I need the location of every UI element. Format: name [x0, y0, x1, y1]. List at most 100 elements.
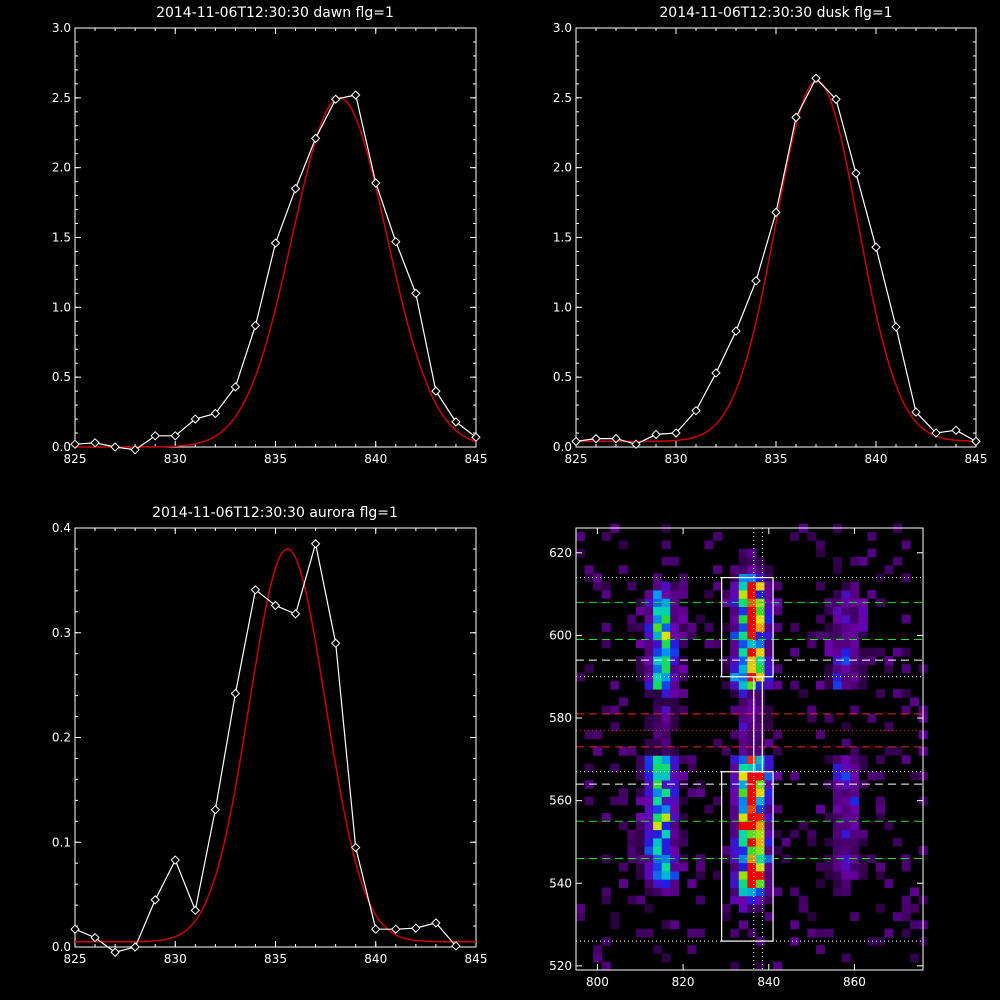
y-tick-label: 1.0 [553, 300, 572, 314]
heatmap-cell [841, 664, 851, 674]
heatmap-cell [858, 647, 868, 657]
heatmap-cell [644, 590, 654, 599]
heatmap-cell [875, 813, 885, 822]
heatmap-cell [850, 870, 860, 880]
heatmap-cell [670, 837, 680, 847]
heatmap-cell [644, 664, 654, 674]
heatmap-cell [738, 821, 748, 831]
heatmap-cell [841, 821, 851, 831]
heatmap-cell [901, 664, 911, 674]
heatmap-cell [901, 862, 911, 872]
dusk-title: 2014-11-06T12:30:30 dusk flg=1 [659, 5, 892, 21]
y-tick-label: 0.3 [52, 626, 71, 640]
data-point [771, 207, 781, 218]
heatmap-cell [841, 680, 851, 690]
fit-curve [75, 97, 477, 448]
heatmap-cell [747, 689, 757, 698]
heatmap-cell [730, 862, 740, 872]
heatmap-cell [755, 713, 765, 723]
data-point [290, 183, 301, 194]
heatmap-cell [670, 614, 680, 624]
heatmap-cell [721, 846, 731, 855]
heatmap-cell [833, 862, 843, 872]
heatmap-cell [704, 639, 714, 649]
heatmap-cell [901, 755, 911, 764]
heatmap-cell [807, 912, 817, 921]
heatmap-cell [824, 672, 834, 682]
heatmap-cell [858, 680, 868, 690]
heatmap-cell [850, 813, 860, 822]
heatmap-cell [875, 647, 885, 657]
heatmap-cell [841, 623, 851, 632]
heatmap-cell [833, 590, 843, 599]
data-point [611, 433, 621, 444]
heatmap-cell [636, 755, 646, 764]
heatmap-cell [747, 647, 757, 657]
heatmap-cell [755, 631, 765, 641]
heatmap-cell [790, 920, 800, 930]
heatmap-cell [644, 722, 654, 731]
heatmap-cell [833, 796, 843, 806]
heatmap-cell [738, 689, 748, 698]
heatmap-cell [850, 631, 860, 641]
heatmap-cell [841, 887, 851, 897]
heatmap-cell [601, 937, 611, 946]
heatmap-cell [747, 879, 757, 888]
heatmap-cell [678, 796, 688, 806]
heatmap-cell [610, 912, 620, 921]
heatmap-cell [781, 837, 791, 847]
heatmap-cell [833, 556, 843, 566]
heatmap-cell [747, 639, 757, 649]
heatmap-cell [644, 689, 654, 698]
heatmap-cell [738, 920, 748, 930]
data-point [971, 436, 981, 447]
heatmap-cell [738, 738, 748, 748]
heatmap-cell [661, 788, 671, 797]
heatmap-cell [850, 746, 860, 756]
y-tick-label: 560 [549, 794, 572, 808]
heatmap-cell [841, 738, 851, 748]
heatmap-cell [738, 639, 748, 649]
heatmap-cell [773, 623, 783, 632]
heatmap-cell [841, 796, 851, 806]
heatmap-cell [704, 804, 714, 814]
heatmap-cell [661, 639, 671, 649]
heatmap-cell [833, 879, 843, 888]
heatmap-cell [644, 870, 654, 880]
heatmap-cell [601, 887, 611, 897]
heatmap-cell [773, 961, 783, 971]
heatmap-cell [636, 813, 646, 822]
heatmap-cell [653, 771, 663, 781]
data-point [190, 905, 201, 916]
heatmap-cell [738, 664, 748, 674]
heatmap-cell [738, 903, 748, 913]
heatmap-cell [807, 829, 817, 839]
dawn-panel: 2014-11-06T12:30:30 dawn flg=1 825 830 835… [52, 5, 488, 466]
heatmap-cell [627, 895, 637, 905]
heatmap-cell [747, 614, 757, 624]
heatmap-cell [661, 771, 671, 781]
heatmap-cell [747, 903, 757, 913]
data-point [891, 322, 901, 332]
data-point [170, 431, 180, 441]
heatmap-cell [850, 829, 860, 839]
heatmap-cell [755, 590, 765, 599]
heatmap-cell [627, 746, 637, 756]
heatmap-cell [661, 796, 671, 806]
heatmap-cell [850, 664, 860, 674]
heatmap-cell [653, 606, 663, 616]
heatmap-cell [670, 713, 680, 723]
heatmap-cell [867, 590, 877, 599]
heatmap-cell [601, 895, 611, 905]
heatmap-cell [636, 763, 646, 773]
heatmap-cell [678, 689, 688, 698]
heatmap-cell [687, 763, 697, 773]
observed-line [74, 94, 477, 451]
region-box [721, 771, 774, 942]
heatmap-cell [755, 846, 765, 855]
heatmap-cell [730, 755, 740, 764]
heatmap-cell [841, 656, 851, 665]
heatmap-cell [636, 771, 646, 781]
heatmap-cell [755, 788, 765, 797]
heatmap-cell [738, 647, 748, 657]
